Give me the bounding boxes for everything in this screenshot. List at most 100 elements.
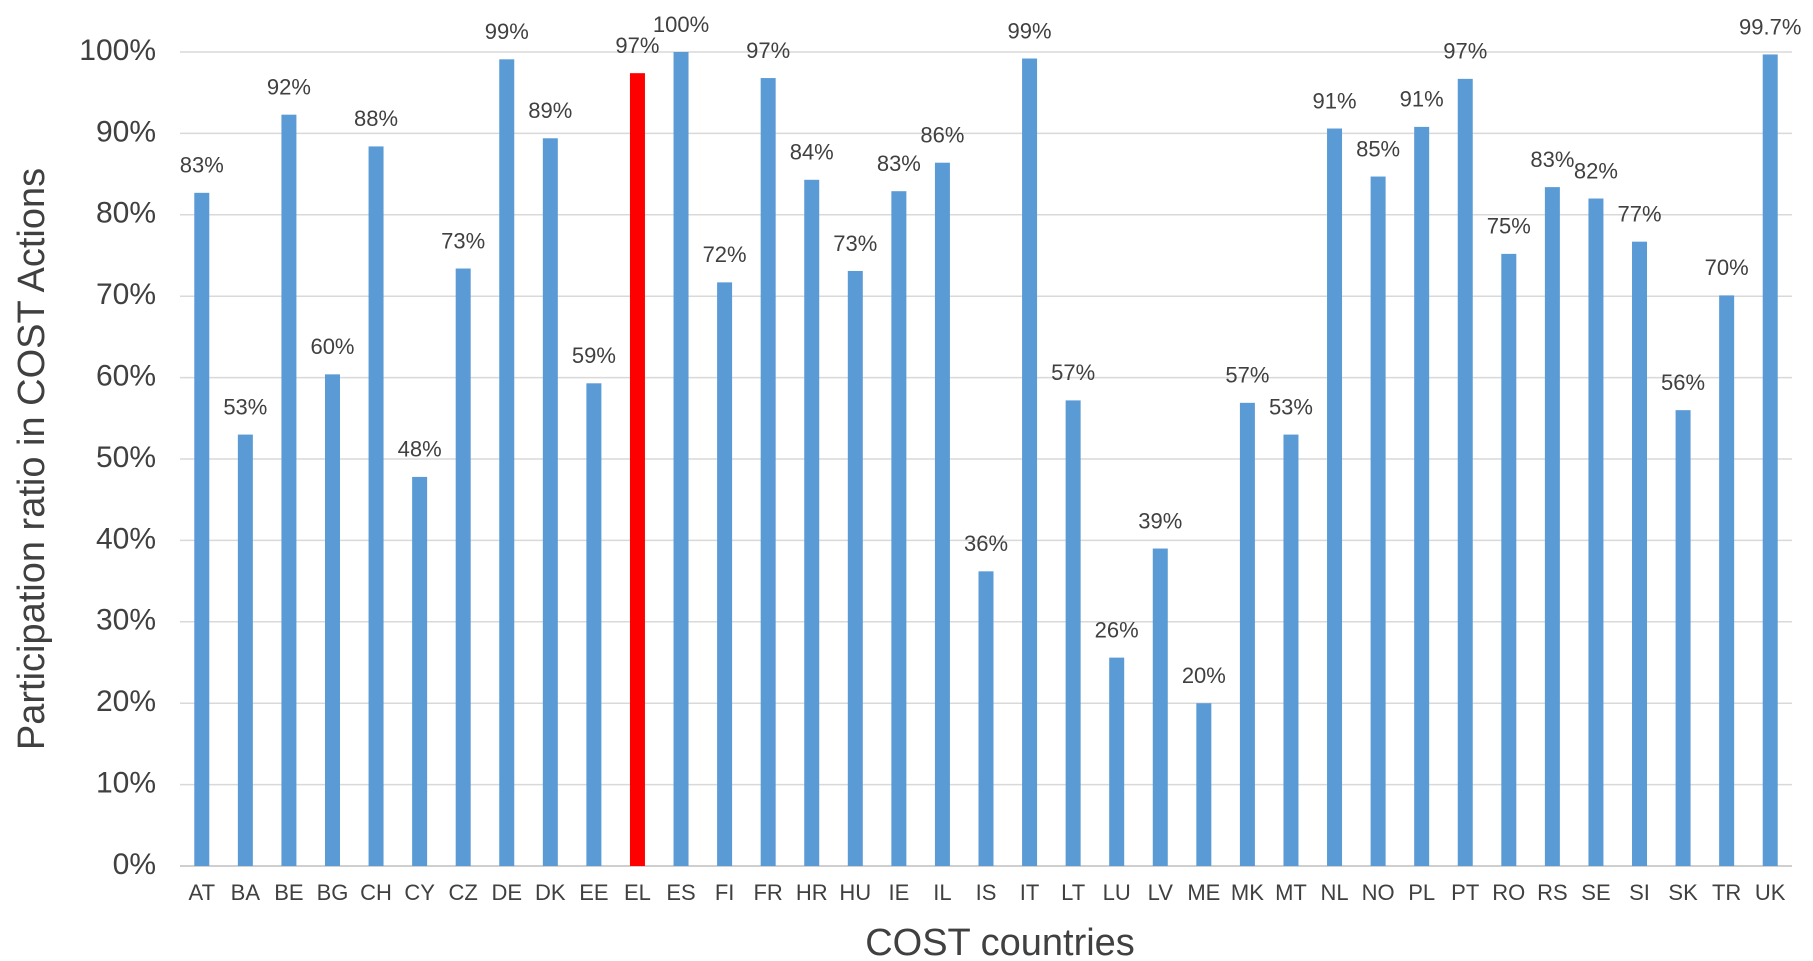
bar: [1762, 54, 1778, 866]
value-label: 53%: [1269, 394, 1313, 419]
x-tick-label: IL: [933, 880, 951, 905]
x-tick-label: LU: [1103, 880, 1131, 905]
bar: [760, 78, 776, 867]
bar: [1283, 434, 1299, 866]
value-label: 83%: [180, 153, 224, 178]
bar: [455, 268, 471, 866]
x-tick-label: SI: [1629, 880, 1650, 905]
x-tick-label: DE: [491, 880, 522, 905]
value-label: 84%: [790, 140, 834, 165]
bar: [1457, 78, 1473, 866]
bar: [412, 476, 428, 866]
bar: [368, 146, 384, 866]
y-tick-label: 0%: [113, 848, 156, 881]
value-label: 75%: [1487, 214, 1531, 239]
value-label: 53%: [223, 394, 267, 419]
value-label: 73%: [441, 228, 485, 253]
value-label: 60%: [310, 334, 354, 359]
value-label: 85%: [1356, 136, 1400, 161]
value-label: 100%: [653, 12, 709, 37]
x-tick-label: SE: [1581, 880, 1610, 905]
bar: [1719, 295, 1735, 866]
x-tick-label: HU: [839, 880, 871, 905]
x-tick-label: PT: [1451, 880, 1479, 905]
value-label: 88%: [354, 106, 398, 131]
value-label: 99.7%: [1739, 14, 1801, 39]
x-tick-label: ME: [1187, 880, 1220, 905]
value-label: 77%: [1617, 201, 1661, 226]
bar: [237, 434, 253, 866]
x-tick-label: UK: [1755, 880, 1786, 905]
x-tick-label: MT: [1275, 880, 1307, 905]
x-tick-label: RS: [1537, 880, 1568, 905]
value-label: 89%: [528, 98, 572, 123]
value-label: 70%: [1705, 255, 1749, 280]
value-label: 48%: [398, 437, 442, 462]
value-label: 83%: [1530, 147, 1574, 172]
y-tick-label: 30%: [96, 604, 156, 637]
value-label: 20%: [1182, 663, 1226, 688]
bar: [1370, 176, 1386, 867]
y-tick-label: 50%: [96, 441, 156, 474]
value-label: 26%: [1095, 617, 1139, 642]
bar: [586, 383, 602, 866]
x-tick-label: CY: [404, 880, 435, 905]
value-label: 72%: [703, 242, 747, 267]
bar: [1022, 58, 1038, 866]
x-tick-label: SK: [1668, 880, 1698, 905]
bar: [1544, 187, 1560, 866]
bar: [978, 571, 994, 866]
value-label: 99%: [485, 19, 529, 44]
y-tick-label: 60%: [96, 360, 156, 393]
bar: [804, 179, 820, 867]
bar: [934, 162, 950, 867]
x-tick-label: NO: [1362, 880, 1395, 905]
value-label: 57%: [1051, 360, 1095, 385]
bar: [281, 114, 297, 867]
x-tick-label: BE: [274, 880, 303, 905]
x-tick-label: PL: [1408, 880, 1435, 905]
bar: [673, 52, 689, 866]
x-tick-label: TR: [1712, 880, 1741, 905]
bar: [847, 270, 863, 866]
value-label: 36%: [964, 531, 1008, 556]
x-tick-label: LT: [1061, 880, 1085, 905]
x-tick-label: FI: [715, 880, 735, 905]
value-label: 97%: [615, 33, 659, 58]
x-tick-label: DK: [535, 880, 566, 905]
bar: [1109, 657, 1125, 866]
x-tick-label: CZ: [449, 880, 478, 905]
x-tick-label: BG: [317, 880, 349, 905]
value-label: 56%: [1661, 370, 1705, 395]
bar: [324, 374, 340, 866]
bar: [1196, 703, 1212, 866]
x-tick-label: BA: [231, 880, 261, 905]
value-label: 83%: [877, 151, 921, 176]
bar: [1414, 126, 1430, 866]
x-tick-label: NL: [1320, 880, 1348, 905]
x-tick-label: IT: [1020, 880, 1040, 905]
bar: [542, 138, 558, 866]
value-label: 39%: [1138, 508, 1182, 533]
bar: [717, 282, 733, 866]
bar: [194, 192, 210, 866]
bar: [891, 191, 907, 867]
bar: [499, 59, 515, 867]
x-tick-label: AT: [189, 880, 215, 905]
bar: [1327, 128, 1343, 867]
value-label: 97%: [746, 38, 790, 63]
value-label: 91%: [1400, 87, 1444, 112]
value-label: 92%: [267, 74, 311, 99]
y-tick-label: 20%: [96, 685, 156, 718]
bar: [1675, 410, 1691, 866]
bar: [1501, 253, 1517, 866]
value-label: 97%: [1443, 39, 1487, 64]
value-label: 82%: [1574, 158, 1618, 183]
y-tick-label: 10%: [96, 767, 156, 800]
value-label: 99%: [1008, 18, 1052, 43]
x-tick-label: HR: [796, 880, 828, 905]
value-label: 86%: [920, 123, 964, 148]
y-tick-label: 40%: [96, 522, 156, 555]
value-label: 91%: [1313, 88, 1357, 113]
